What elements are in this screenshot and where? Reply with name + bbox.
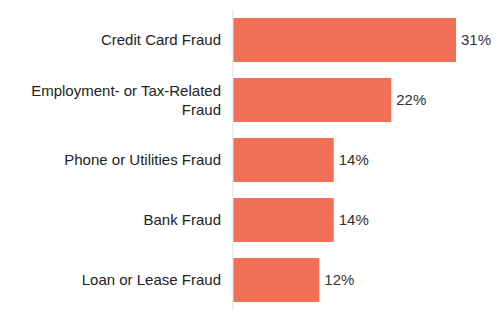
svg-text:14%: 14% xyxy=(339,151,369,168)
svg-text:Loan or Lease Fraud: Loan or Lease Fraud xyxy=(82,271,221,288)
svg-text:Employment- or Tax-RelatedFrau: Employment- or Tax-RelatedFraud xyxy=(31,82,221,118)
svg-text:Phone or Utilities Fraud: Phone or Utilities Fraud xyxy=(64,151,221,168)
svg-text:12%: 12% xyxy=(324,271,354,288)
svg-text:31%: 31% xyxy=(461,31,491,48)
svg-text:Credit Card Fraud: Credit Card Fraud xyxy=(101,31,221,48)
svg-text:14%: 14% xyxy=(339,211,369,228)
svg-text:Bank Fraud: Bank Fraud xyxy=(143,211,221,228)
svg-text:22%: 22% xyxy=(396,91,426,108)
